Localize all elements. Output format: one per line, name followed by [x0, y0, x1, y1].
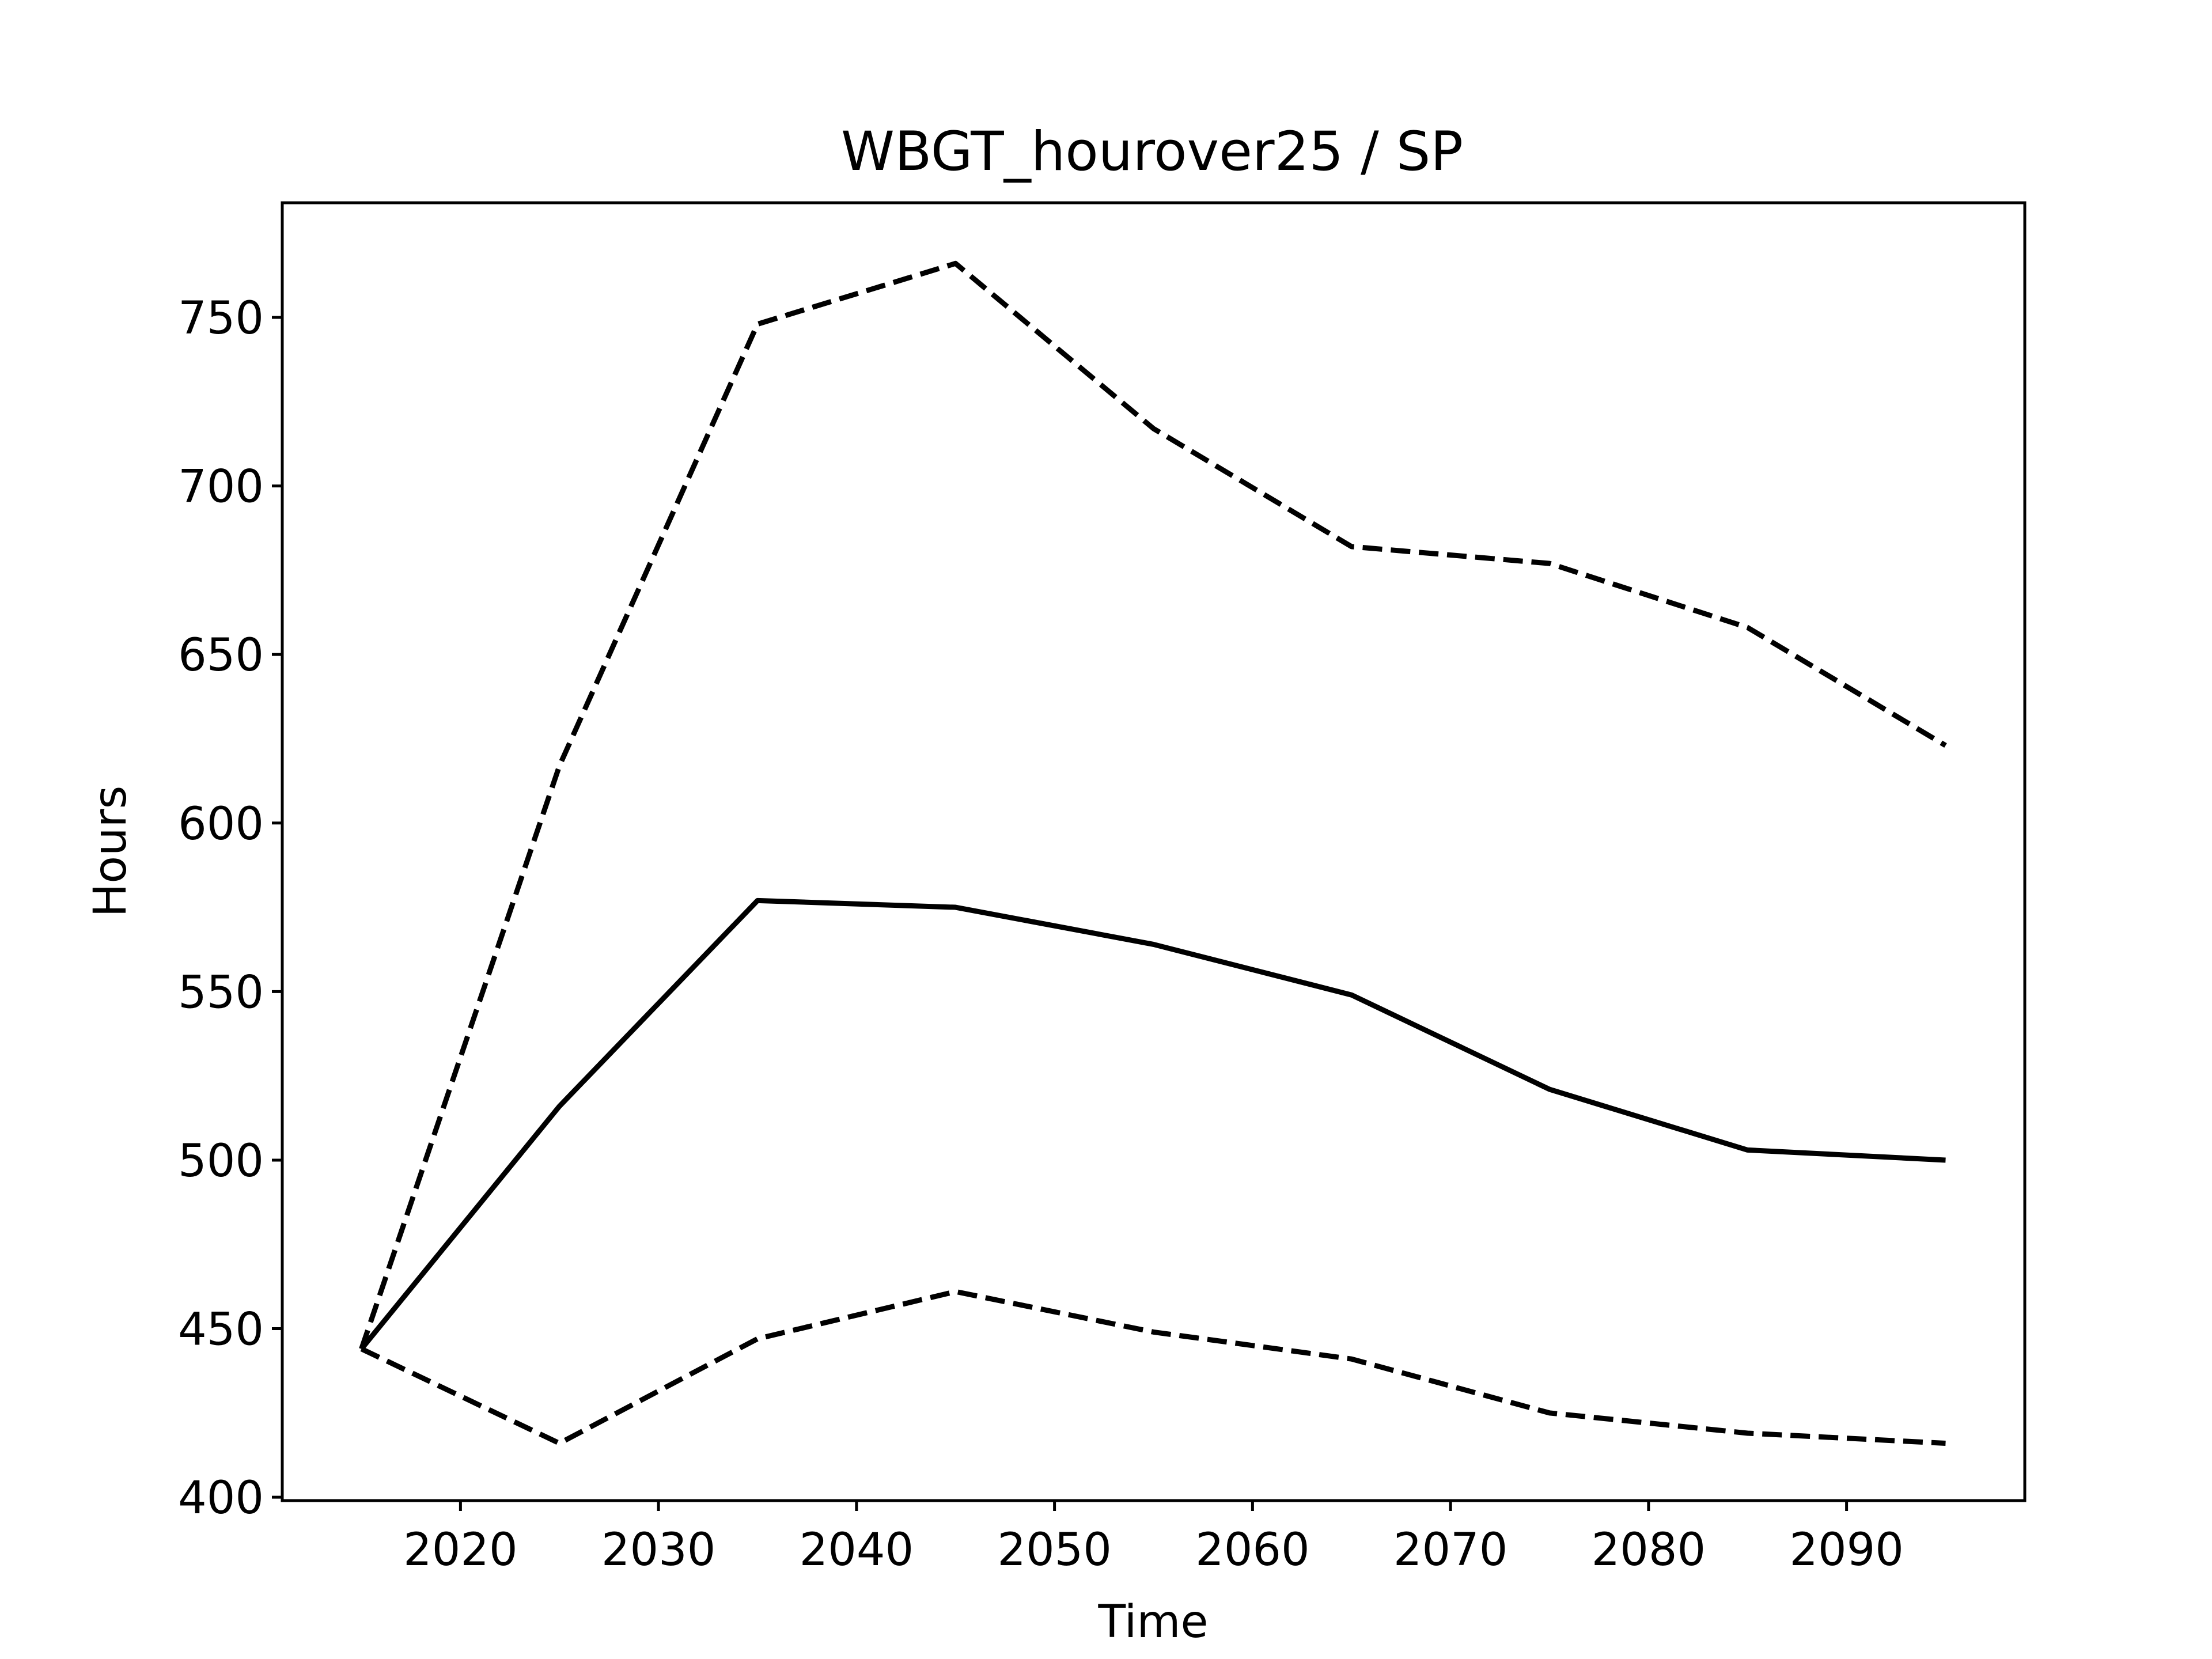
x-axis: 2020 2030 2040 2050 2060 2070 2080 2090	[403, 1501, 1904, 1576]
dashed-series-line	[360, 1289, 1946, 1446]
y-axis-label: Hours	[85, 786, 137, 918]
x-tick-label: 2090	[1789, 1524, 1904, 1576]
y-tick-label: 750	[178, 293, 264, 344]
x-tick-label: 2060	[1195, 1524, 1310, 1576]
y-tick-label: 600	[178, 798, 264, 850]
plot-frame	[281, 201, 2027, 1502]
x-tick-label: 2070	[1393, 1524, 1508, 1576]
solid-series-line	[359, 897, 1946, 1351]
y-tick-label: 400	[178, 1472, 264, 1524]
y-tick-label: 550	[178, 967, 264, 1018]
y-tick-label: 450	[178, 1304, 264, 1356]
y-axis: 400 450 500 550 600 650 700 750	[178, 293, 282, 1524]
x-tick-label: 2020	[403, 1524, 518, 1576]
x-axis-label: Time	[1098, 1596, 1209, 1648]
x-tick-label: 2040	[800, 1524, 914, 1576]
y-tick-label: 650	[178, 630, 264, 681]
x-tick-label: 2030	[601, 1524, 716, 1576]
y-tick-label: 700	[178, 461, 264, 513]
chart-title: WBGT_hourover25 / SP	[841, 120, 1463, 183]
x-tick-label: 2050	[997, 1524, 1112, 1576]
y-tick-label: 500	[178, 1135, 264, 1187]
x-tick-label: 2080	[1592, 1524, 1706, 1576]
dashed-series-line	[359, 260, 1947, 1350]
series-layer	[359, 260, 1947, 1446]
